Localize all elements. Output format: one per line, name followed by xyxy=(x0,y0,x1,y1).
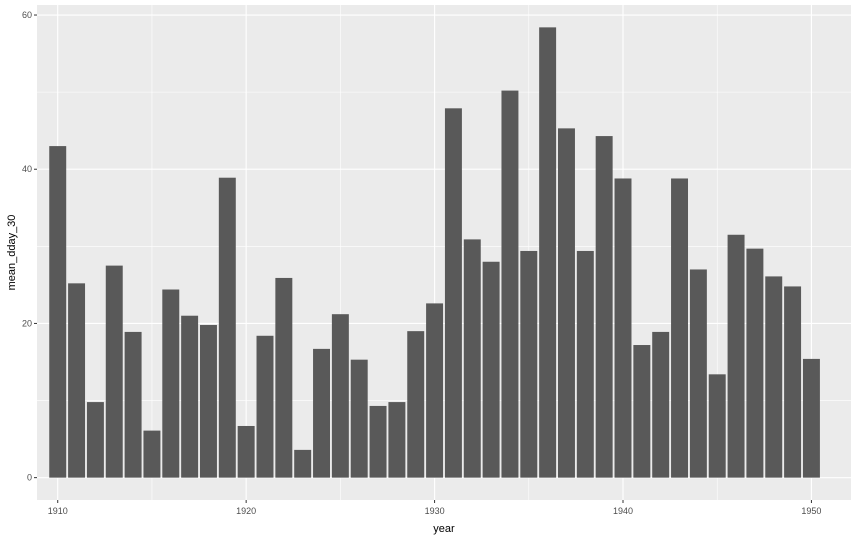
bar xyxy=(614,178,632,478)
bar xyxy=(482,261,500,478)
bar xyxy=(407,331,425,478)
bar xyxy=(124,331,142,478)
x-tick-label: 1910 xyxy=(48,506,68,516)
bar xyxy=(520,250,538,478)
x-tick-label: 1940 xyxy=(613,506,633,516)
bar xyxy=(199,324,217,478)
bar xyxy=(765,276,783,478)
bar xyxy=(256,335,274,478)
bar xyxy=(501,90,519,478)
axis-ticks xyxy=(34,14,812,503)
bar xyxy=(49,146,67,478)
y-tick-label: 0 xyxy=(27,473,32,483)
bar xyxy=(181,315,199,478)
x-tick-label: 1920 xyxy=(236,506,256,516)
bar xyxy=(784,286,802,478)
bar xyxy=(576,250,594,478)
bar xyxy=(294,449,312,478)
x-tick-labels: 1910 1920 1930 1940 1950 xyxy=(48,506,822,516)
bar xyxy=(143,430,161,478)
x-axis-title: year xyxy=(433,523,455,535)
bar xyxy=(105,265,123,478)
bar xyxy=(595,136,613,478)
bar xyxy=(68,283,86,478)
bar xyxy=(86,402,104,478)
x-tick-label: 1950 xyxy=(801,506,821,516)
bar xyxy=(237,425,255,478)
bar xyxy=(539,27,557,478)
bars xyxy=(49,27,820,478)
y-tick-label: 20 xyxy=(22,318,32,328)
bar xyxy=(557,128,575,478)
bar xyxy=(671,178,689,478)
bar xyxy=(652,331,670,478)
bar xyxy=(689,269,707,478)
bar xyxy=(444,108,462,478)
bar xyxy=(162,289,180,478)
bar xyxy=(313,348,331,478)
bar xyxy=(426,303,444,478)
bar xyxy=(746,248,764,478)
x-tick-label: 1930 xyxy=(425,506,445,516)
bar xyxy=(727,234,745,478)
bar xyxy=(708,374,726,478)
bar xyxy=(350,359,368,478)
bar xyxy=(275,277,293,478)
y-tick-label: 60 xyxy=(22,10,32,20)
bar xyxy=(802,358,820,478)
bar xyxy=(463,239,481,478)
bar xyxy=(388,402,406,478)
bar xyxy=(633,345,651,478)
y-tick-label: 40 xyxy=(22,164,32,174)
bar xyxy=(369,405,387,478)
bar xyxy=(218,177,236,478)
y-tick-labels: 0 20 40 60 xyxy=(22,10,32,483)
y-axis-title: mean_dday_30 xyxy=(6,215,18,291)
bar xyxy=(331,314,349,478)
